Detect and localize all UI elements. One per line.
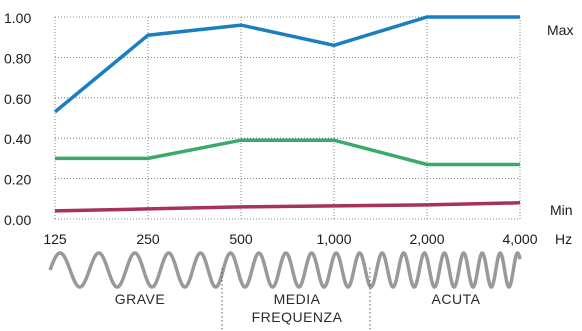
series-line-1 — [53, 15, 520, 114]
y-tick-label: 0.40 — [4, 131, 31, 147]
x-tick-label: 1,000 — [316, 231, 351, 247]
x-tick-label: 125 — [43, 231, 67, 247]
y-tick-label: 1.00 — [4, 10, 31, 26]
y-tick-label: 0.80 — [4, 50, 31, 66]
grid-lines — [54, 16, 521, 220]
series-lines — [53, 15, 521, 213]
band-acuta: ACUTA — [432, 291, 481, 307]
x-axis-ticks: 125 250 500 1,000 2,000 4,000 — [43, 231, 537, 247]
band-media: MEDIA — [274, 291, 321, 307]
x-tick-label: 500 — [229, 231, 253, 247]
y-axis-ticks: 0.00 0.20 0.40 0.60 0.80 1.00 — [4, 10, 31, 228]
band-frequenza: FREQUENZA — [252, 309, 343, 325]
x-tick-label: 4,000 — [502, 231, 537, 247]
x-tick-label: 2,000 — [409, 231, 444, 247]
x-axis-unit-label: Hz — [555, 231, 572, 247]
y-tick-label: 0.60 — [4, 91, 31, 107]
frequency-wave-graphic — [48, 250, 522, 290]
band-grave: GRAVE — [115, 291, 165, 307]
y-tick-label: 0.00 — [4, 212, 31, 228]
min-label: Min — [550, 202, 573, 218]
x-tick-label: 250 — [136, 231, 160, 247]
max-label: Max — [547, 22, 573, 38]
y-tick-label: 0.20 — [4, 172, 31, 188]
series-line-2 — [55, 138, 520, 167]
series-line-3 — [54, 201, 521, 213]
